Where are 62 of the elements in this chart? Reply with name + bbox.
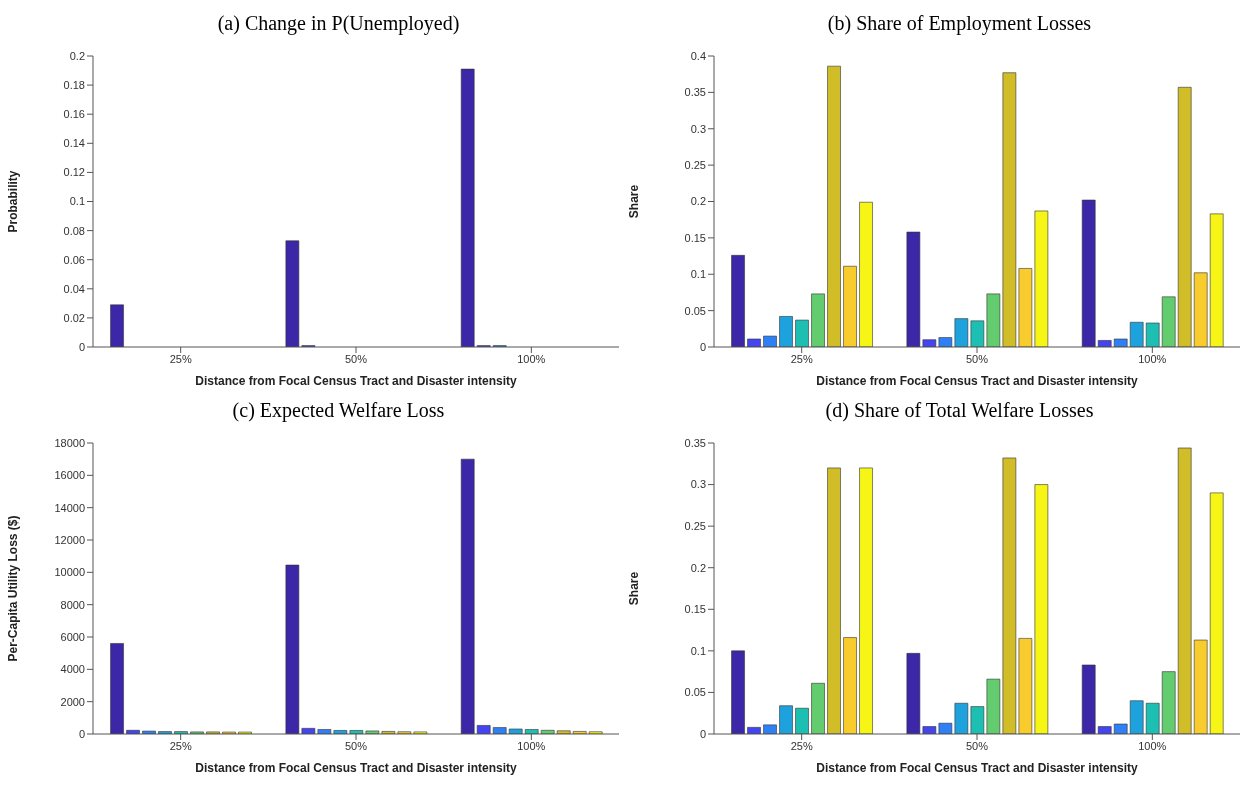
x-tick-label: 100% — [1138, 352, 1167, 365]
y-tick-label: 0.06 — [63, 253, 85, 266]
y-axis-title: Share — [627, 571, 642, 606]
y-tick-label: 8000 — [60, 598, 85, 611]
y-axis-title: Per-Capita Utility Loss ($) — [6, 515, 21, 662]
chart-title: (d) Share of Total Welfare Losses — [824, 398, 1094, 424]
y-tick-label: 0.04 — [63, 282, 85, 295]
y-tick-label: 0.1 — [690, 268, 706, 281]
y-tick-label: 0.2 — [69, 49, 85, 62]
y-tick-label: 0.02 — [63, 311, 85, 324]
y-axis-title: Share — [627, 184, 642, 219]
x-tick-label: 50% — [965, 352, 989, 365]
x-axis-title: Distance from Focal Census Tract and Disaster intensity — [195, 761, 518, 775]
x-axis-title: Distance from Focal Census Tract and Disaster intensity — [195, 374, 518, 388]
x-axis-title: Distance from Focal Census Tract and Disaster intensity — [816, 761, 1139, 775]
x-tick-label: 25% — [790, 352, 813, 365]
y-tick-label: 0.2 — [690, 195, 706, 208]
chart-title: (b) Share of Employment Losses — [826, 11, 1092, 37]
y-tick-label: 0.3 — [690, 478, 706, 491]
y-tick-label: 0.25 — [684, 159, 706, 172]
y-tick-label: 0.35 — [684, 86, 706, 99]
y-tick-label: 0 — [78, 340, 85, 353]
x-tick-label: 50% — [344, 739, 368, 752]
y-tick-label: 6000 — [60, 630, 85, 643]
x-tick-label: 25% — [169, 739, 192, 752]
y-tick-label: 0.1 — [690, 644, 706, 657]
y-tick-label: 18000 — [54, 436, 85, 449]
y-tick-label: 0.12 — [63, 166, 85, 179]
y-tick-label: 0.15 — [684, 603, 706, 616]
y-tick-label: 16000 — [54, 469, 85, 482]
y-tick-label: 0 — [699, 340, 706, 353]
x-tick-label: 50% — [344, 352, 368, 365]
x-tick-label: 50% — [965, 739, 989, 752]
x-tick-label: 100% — [517, 352, 546, 365]
y-tick-label: 4000 — [60, 663, 85, 676]
x-tick-label: 100% — [517, 739, 546, 752]
y-tick-label: 0.4 — [690, 49, 706, 62]
y-tick-label: 0.18 — [63, 79, 85, 91]
x-tick-label: 25% — [169, 352, 192, 365]
y-tick-label: 12000 — [54, 533, 85, 546]
chart-title: (c) Expected Welfare Loss — [231, 398, 445, 424]
x-axis-title: Distance from Focal Census Tract and Disaster intensity — [816, 374, 1139, 388]
y-tick-label: 0 — [699, 727, 706, 740]
y-tick-label: 0.2 — [690, 561, 706, 574]
x-tick-label: 100% — [1138, 739, 1167, 752]
x-tick-label: 25% — [790, 739, 813, 752]
y-axis-title: Probability — [6, 170, 21, 233]
y-tick-label: 2000 — [60, 695, 85, 708]
y-tick-label: 0.35 — [684, 436, 706, 449]
y-tick-label: 0.14 — [63, 137, 85, 150]
y-tick-label: 0.16 — [63, 108, 85, 121]
y-tick-label: 0.3 — [690, 122, 706, 135]
y-tick-label: 14000 — [54, 501, 85, 514]
y-tick-label: 0.08 — [63, 224, 85, 237]
chart-title: (a) Change in P(Unemployed) — [216, 11, 460, 37]
y-tick-label: 0 — [78, 727, 85, 740]
y-tick-label: 0.1 — [69, 195, 85, 208]
y-tick-label: 0.15 — [684, 231, 706, 244]
y-tick-label: 10000 — [54, 566, 85, 579]
y-tick-label: 0.25 — [684, 520, 706, 533]
y-tick-label: 0.05 — [684, 304, 706, 317]
y-tick-label: 0.05 — [684, 686, 706, 699]
